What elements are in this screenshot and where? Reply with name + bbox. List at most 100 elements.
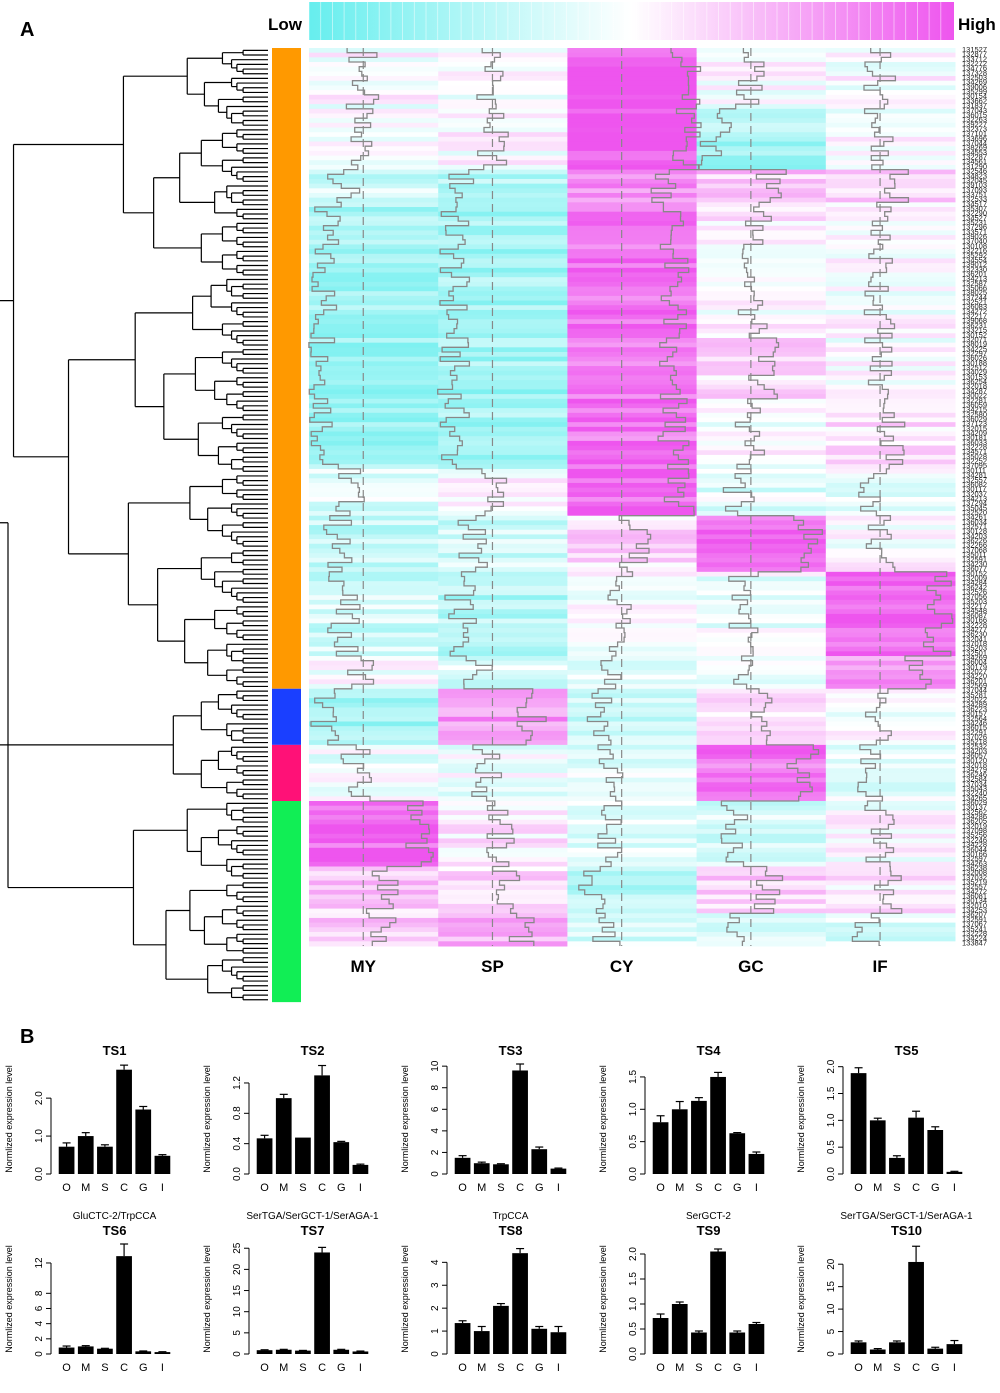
- heatmap-cell: [438, 431, 568, 437]
- heatmap-cell: [825, 127, 956, 133]
- heatmap-cell: [309, 211, 439, 217]
- heatmap-cell: [567, 66, 698, 72]
- heatmap-cell: [696, 553, 827, 559]
- heatmap-cell: [567, 688, 698, 694]
- row-label: 130179: [962, 662, 987, 671]
- bar-g: [927, 1348, 944, 1354]
- heatmap-cell: [567, 277, 698, 283]
- heatmap-cell: [309, 857, 439, 863]
- heatmap-cell: [567, 183, 698, 189]
- row-label: 139103: [962, 181, 987, 190]
- dendrogram: [0, 49, 268, 1001]
- heatmap-cell: [696, 534, 827, 540]
- heatmap-cell: [825, 665, 956, 671]
- row-label: 135241: [962, 924, 987, 933]
- heatmap-cell: [567, 646, 698, 652]
- heatmap-cell: [696, 772, 827, 779]
- heatmap-cell: [567, 875, 698, 882]
- heatmap-cell: [567, 599, 698, 606]
- heatmap-cell: [309, 468, 439, 475]
- heatmap-cell: [309, 328, 439, 334]
- heatmap-cell: [825, 632, 956, 638]
- row-label: 132216: [962, 246, 987, 255]
- heatmap-cell: [438, 632, 568, 638]
- heatmap-cell: [825, 833, 956, 839]
- heatmap-cell: [696, 174, 827, 180]
- heatmap-cell: [696, 665, 827, 671]
- row-label: 137296: [962, 223, 987, 232]
- heatmap-cell: [696, 632, 827, 638]
- heatmap-cell: [567, 431, 698, 437]
- heatmap-cell: [567, 211, 698, 217]
- heatmap-cell: [696, 440, 827, 447]
- heatmap-cell: [567, 150, 698, 157]
- heatmap-cell: [696, 684, 827, 690]
- bar-chart-ts1: TS1 Normlized expression level 0.0 1.0 2.0 O M…: [4, 1043, 171, 1222]
- row-label: 133751: [962, 190, 987, 199]
- row-label: 135299: [962, 87, 987, 96]
- bar-i: [946, 1344, 963, 1354]
- heatmap-cell: [438, 763, 568, 769]
- heatmap-cell: [825, 300, 956, 306]
- heatmap-cell: [825, 707, 956, 713]
- heatmap-cell: [567, 702, 698, 708]
- row-label: 134281: [962, 471, 987, 480]
- heatmap-cell: [567, 94, 698, 100]
- row-label: 134571: [962, 447, 987, 456]
- heatmap-cell: [696, 487, 827, 493]
- row-label: 130188: [962, 358, 987, 367]
- heatmap-cell: [825, 511, 956, 517]
- x-tick-label: G: [535, 1182, 544, 1194]
- heatmap-cell: [696, 749, 827, 755]
- y-tick-label: 2: [34, 1336, 45, 1342]
- heatmap-cell: [696, 656, 827, 662]
- heatmap-cell: [309, 609, 439, 615]
- heatmap-cell: [696, 202, 827, 208]
- bar-g: [927, 1130, 944, 1174]
- heatmap-cell: [825, 263, 956, 269]
- x-tick-label: G: [337, 1182, 346, 1194]
- heatmap-cell: [309, 604, 439, 610]
- heatmap-cell: [825, 272, 956, 278]
- row-label: 132217: [962, 312, 987, 321]
- x-tick-label: M: [675, 1182, 684, 1194]
- heatmap-cell: [825, 225, 956, 231]
- y-tick-label: 2.0: [826, 1059, 837, 1073]
- row-label: 130108: [962, 241, 987, 250]
- row-label: 136231: [962, 321, 987, 330]
- heatmap-cell: [825, 309, 956, 316]
- heatmap-cell: [438, 90, 568, 96]
- heatmap-cell: [825, 539, 956, 545]
- x-tick-label: I: [359, 1362, 362, 1374]
- heatmap-cell: [309, 207, 439, 213]
- row-label: 134517: [962, 199, 987, 208]
- heatmap-cell: [825, 454, 956, 461]
- heatmap-cell: [696, 805, 827, 811]
- heatmap-cell: [825, 464, 956, 470]
- heatmap-cell: [309, 169, 439, 175]
- heatmap-cell: [309, 90, 439, 96]
- heatmap-cell: [567, 557, 698, 563]
- heatmap-cell: [567, 520, 698, 526]
- heatmap-cell: [696, 735, 827, 741]
- chart-title: TS6: [103, 1223, 127, 1238]
- heatmap-cell: [438, 637, 568, 643]
- heatmap-cell: [309, 375, 439, 381]
- heatmap-cell: [309, 431, 439, 437]
- heatmap-cell: [567, 712, 698, 718]
- row-label: 132580: [962, 410, 987, 419]
- x-tick-label: S: [101, 1362, 108, 1374]
- heatmap-cell: [696, 141, 827, 147]
- heatmap-cell: [438, 786, 568, 793]
- row-label: 137101: [962, 129, 987, 138]
- heatmap-cell: [309, 637, 439, 643]
- heatmap-cell: [309, 922, 439, 928]
- chart-title: TS4: [697, 1043, 722, 1058]
- x-tick-label: I: [359, 1182, 362, 1194]
- heatmap-cell: [438, 927, 568, 933]
- bar-m: [473, 1331, 490, 1354]
- heatmap-cell: [825, 141, 956, 147]
- heatmap-cell: [438, 178, 568, 185]
- heatmap-cell: [309, 497, 439, 503]
- heatmap-cell: [309, 721, 439, 727]
